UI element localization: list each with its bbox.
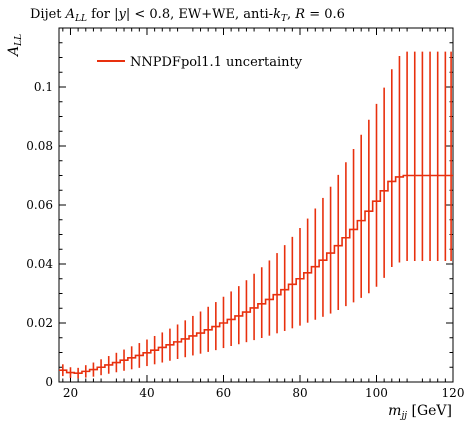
legend-label: NNPDFpol1.1 uncertainty: [130, 55, 303, 70]
series-step-line: [59, 174, 453, 374]
x-tick-label: 40: [139, 386, 154, 400]
x-tick-label: 100: [365, 386, 388, 400]
x-tick-label: 80: [292, 386, 307, 400]
axis-ticks: [59, 28, 454, 383]
y-tick-label: 0: [45, 375, 53, 389]
x-axis-label: mjj [GeV]: [388, 403, 452, 421]
error-bars: [62, 51, 452, 379]
y-tick-label: 0.08: [26, 139, 53, 153]
tick-labels: 20 40 60 80 100 120 0 0.02 0.04 0.06 0.08 0.1: [26, 80, 464, 400]
y-tick-label: 0.04: [26, 257, 53, 271]
legend: NNPDFpol1.1 uncertainty: [97, 55, 303, 70]
y-axis-label: ALL: [6, 34, 24, 58]
x-tick-label: 60: [216, 386, 231, 400]
x-tick-label: 20: [63, 386, 78, 400]
y-tick-label: 0.02: [26, 316, 53, 330]
x-tick-label: 120: [442, 386, 465, 400]
plot-frame: [58, 27, 454, 383]
y-tick-label: 0.1: [34, 80, 53, 94]
chart-title: Dijet ALL for |y| < 0.8, EW+WE, anti-kT,…: [30, 7, 345, 24]
y-tick-label: 0.06: [26, 198, 53, 212]
